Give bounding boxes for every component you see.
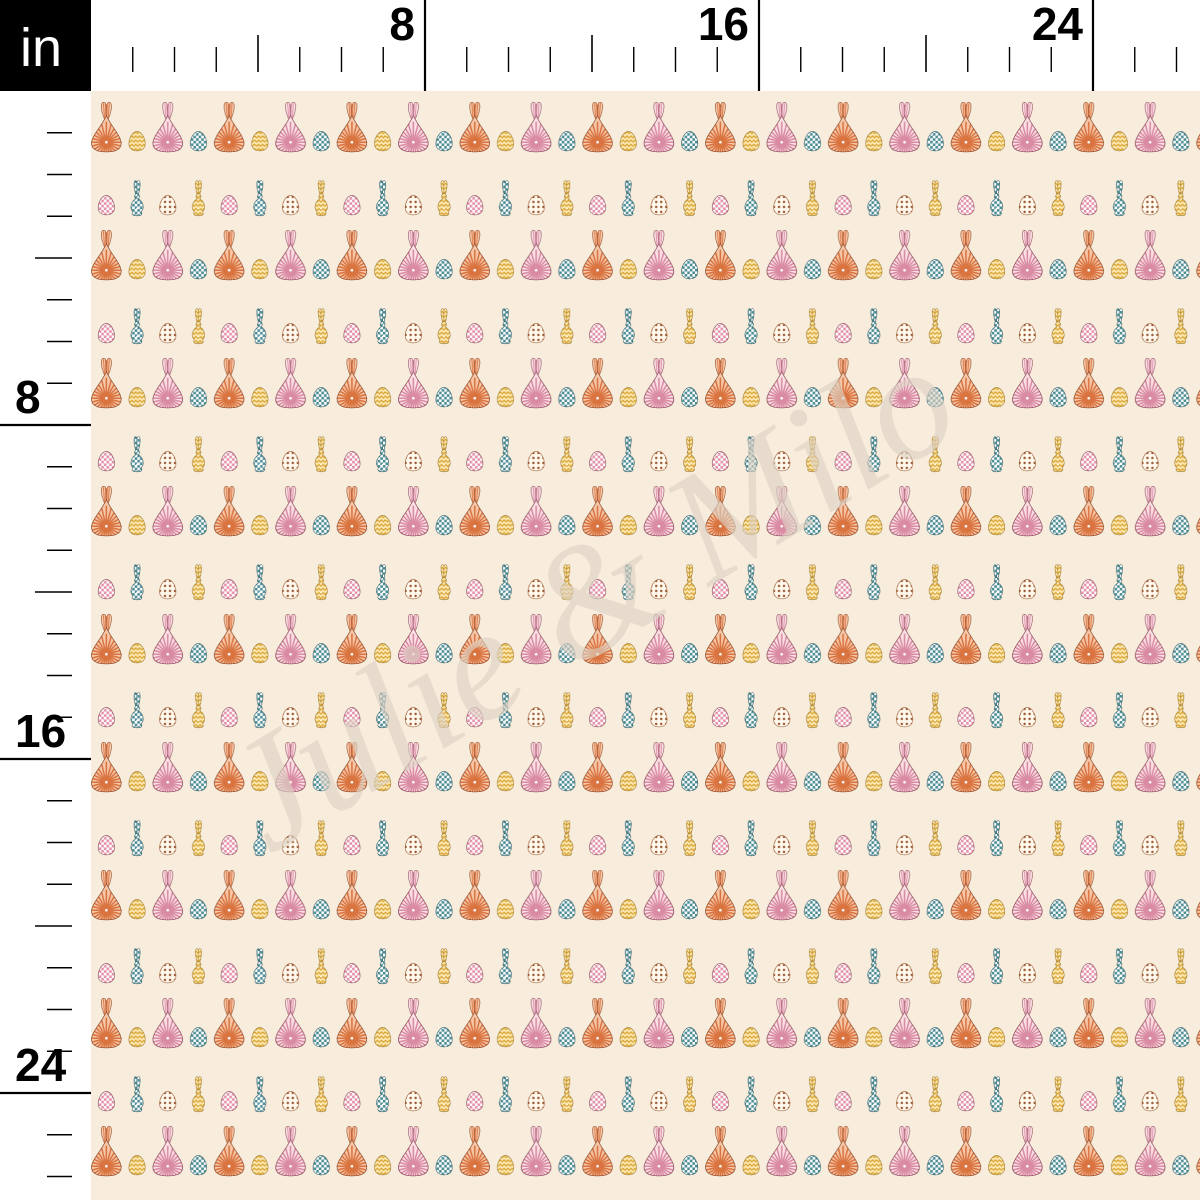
svg-text:24: 24	[1032, 0, 1084, 50]
svg-text:8: 8	[389, 0, 415, 50]
svg-text:16: 16	[698, 0, 749, 50]
svg-text:16: 16	[15, 705, 66, 757]
svg-text:8: 8	[15, 371, 41, 423]
svg-text:24: 24	[15, 1039, 67, 1091]
svg-text:in: in	[20, 18, 62, 78]
